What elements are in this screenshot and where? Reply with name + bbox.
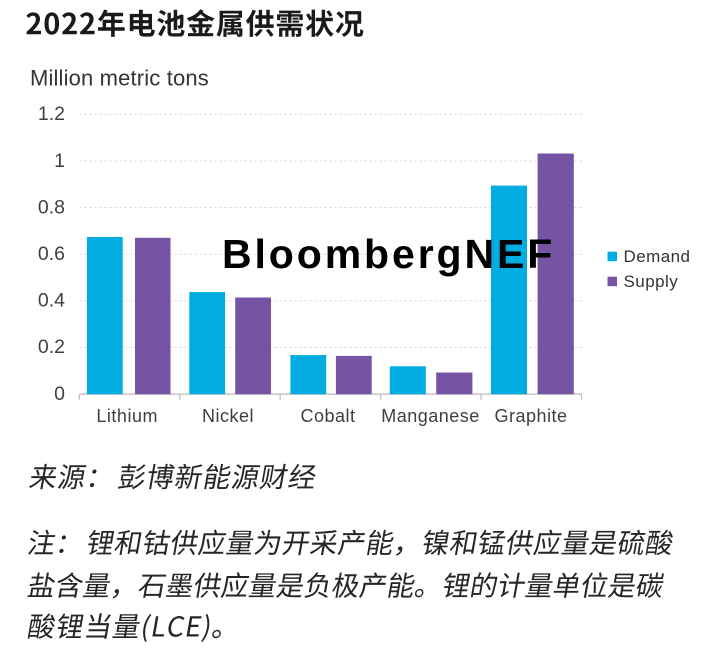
svg-text:1: 1: [54, 150, 65, 172]
svg-text:Demand: Demand: [624, 247, 691, 266]
svg-text:Cobalt: Cobalt: [300, 406, 355, 426]
svg-text:0.4: 0.4: [38, 290, 65, 312]
svg-text:BloombergNEF: BloombergNEF: [222, 231, 555, 277]
svg-text:0.6: 0.6: [38, 243, 65, 265]
svg-text:Manganese: Manganese: [381, 406, 480, 426]
svg-text:Graphite: Graphite: [494, 406, 567, 426]
svg-text:Supply: Supply: [624, 272, 679, 291]
svg-text:Million metric tons: Million metric tons: [30, 65, 209, 90]
svg-text:0.2: 0.2: [38, 336, 65, 358]
svg-text:Nickel: Nickel: [202, 406, 254, 426]
svg-text:1.2: 1.2: [38, 103, 65, 125]
svg-text:Lithium: Lithium: [96, 406, 158, 426]
svg-text:0.8: 0.8: [38, 196, 65, 218]
svg-text:0: 0: [54, 383, 65, 405]
